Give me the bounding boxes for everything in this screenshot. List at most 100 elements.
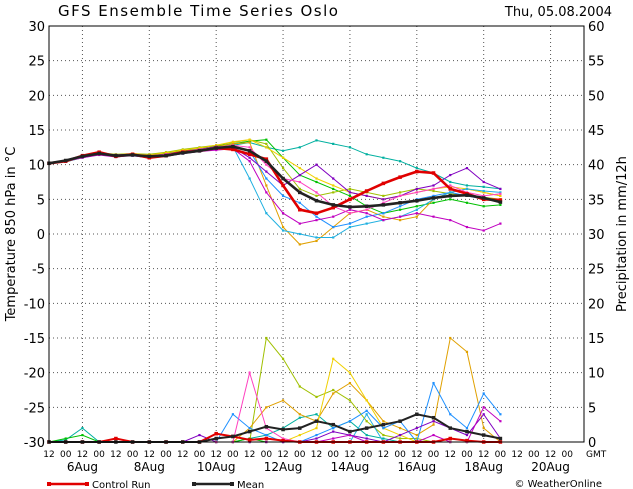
x-gmt-label: GMT (586, 450, 607, 460)
x-day-label: 14Aug (331, 460, 370, 474)
left-tick-label: 30 (28, 20, 45, 35)
precip-point (432, 420, 435, 423)
left-axis-label: Temperature 850 hPa in °C (4, 147, 19, 323)
temperature-point (449, 184, 452, 187)
right-tick-label: 35 (588, 193, 605, 208)
credit-label: © WeatherOnline (514, 479, 602, 489)
left-tick-label: -10 (24, 297, 45, 312)
temperature-point (332, 177, 335, 180)
temperature-point (364, 189, 369, 193)
temperature-point (298, 201, 301, 204)
x-hour-label: 12 (77, 450, 88, 460)
precip-point (265, 433, 268, 437)
precip-point (465, 433, 469, 437)
temperature-point (332, 142, 335, 145)
temperature-point (348, 222, 352, 225)
temperature-point (181, 149, 184, 152)
temperature-point (365, 194, 368, 197)
precip-point (365, 399, 368, 402)
temperature-point (298, 180, 301, 184)
x-hour-label: 00 (294, 450, 306, 460)
temperature-point (381, 203, 386, 207)
temperature-point (348, 191, 352, 194)
precip-point (248, 427, 251, 430)
temperature-point (382, 194, 385, 197)
temperature-point (265, 184, 268, 187)
right-tick-label: 55 (588, 55, 605, 70)
temperature-point (382, 156, 385, 159)
precip-point (432, 423, 435, 426)
x-hour-label: 00 (562, 450, 574, 460)
temperature-point (348, 225, 352, 229)
x-hour-label: 00 (361, 450, 373, 460)
right-tick-label: 60 (588, 20, 605, 35)
temperature-point (315, 239, 318, 243)
temperature-point (348, 208, 352, 211)
temperature-point (248, 138, 251, 141)
left-tick-label: 15 (28, 124, 45, 139)
temperature-point (298, 167, 301, 170)
precip-point (332, 427, 335, 430)
precip-point (449, 336, 452, 340)
temperature-point (465, 225, 469, 229)
x-day-label: 20Aug (531, 460, 570, 474)
precip-point (214, 431, 218, 436)
temperature-point (315, 194, 318, 197)
temperature-point (398, 194, 402, 197)
precip-point (332, 392, 335, 395)
temperature-point (382, 201, 385, 204)
temperature-point (281, 229, 285, 232)
temperature-point (415, 169, 419, 174)
temperature-point (398, 191, 402, 194)
temperature-point (465, 193, 469, 197)
grid (49, 26, 584, 442)
temperature-point (248, 160, 251, 163)
precip-point (365, 433, 368, 437)
temperature-point (265, 191, 268, 194)
x-hour-label: 12 (411, 450, 422, 460)
precip-point (265, 336, 268, 340)
precip-point (382, 427, 385, 430)
temperature-point (398, 208, 402, 211)
precip-point (499, 420, 502, 423)
right-tick-label: 15 (588, 332, 605, 347)
temperature-point (398, 175, 402, 179)
legend: Control Run Mean © WeatherOnline (47, 479, 602, 489)
temperature-point (398, 160, 402, 163)
temperature-point (398, 215, 402, 218)
temperature-point (365, 208, 368, 211)
temperature-point (315, 180, 318, 184)
precip-point (465, 350, 469, 353)
temperature-point (247, 149, 252, 153)
temperature-point (382, 212, 385, 215)
temperature-point (415, 198, 419, 203)
x-hour-label: 00 (60, 450, 72, 460)
temperature-point (281, 176, 285, 181)
temperature-point (215, 144, 218, 147)
temperature-point (63, 158, 68, 163)
right-tick-label: 25 (588, 263, 605, 278)
x-hour-label: 12 (445, 450, 456, 460)
temperature-point (315, 236, 318, 239)
temperature-point (247, 152, 252, 157)
temperature-point (130, 153, 135, 157)
precip-point (482, 392, 485, 395)
temperature-point (348, 194, 352, 197)
precip-point (298, 433, 301, 437)
precip-point (481, 433, 486, 437)
precip-point (314, 419, 319, 423)
x-hour-label: 12 (511, 450, 522, 460)
precip-point (398, 419, 402, 423)
temperature-point (332, 225, 335, 229)
temperature-point (448, 194, 452, 198)
temperature-point (248, 156, 251, 159)
precip-point (298, 416, 301, 419)
temperature-point (482, 194, 485, 197)
left-axis: 30 25 20 15 10 5 0 -5 -10 -15 -20 -25 -30 (24, 20, 45, 451)
precip-point (315, 437, 318, 440)
temperature-point (364, 204, 369, 209)
legend-mean-label: Mean (237, 480, 264, 489)
temperature-point (248, 139, 251, 143)
precip-point (365, 420, 368, 423)
mean-temperature-line (48, 145, 501, 209)
